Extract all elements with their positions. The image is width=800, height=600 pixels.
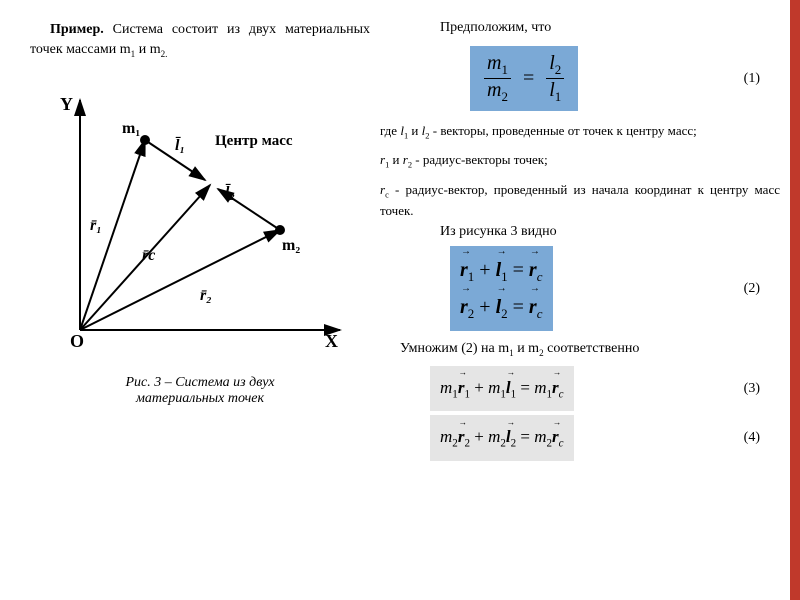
eq1-num-sym: m xyxy=(487,52,501,74)
eq1-rden-sub: 1 xyxy=(555,89,562,104)
eq4-number: (4) xyxy=(744,430,760,446)
figure-container: O X Y m₁ m₂ l̄₁ l̄₂ r̄₁ r̄₂ r̄c Центр ма… xyxy=(30,85,370,407)
desc-r: r1 и r2 - радиус-векторы точек; xyxy=(380,150,780,171)
see-fig-text: Из рисунка 3 видно xyxy=(440,224,780,240)
eq1-den-sym: m xyxy=(487,79,501,101)
mt-c: соответственно xyxy=(544,341,640,356)
center-label: Центр масс xyxy=(215,133,293,149)
desc-l: где l1 и l2 - векторы, проведенные от то… xyxy=(380,121,780,142)
eq1-rnum-sub: 2 xyxy=(555,62,562,77)
d-l-a: где xyxy=(380,123,400,138)
left-column: Пример. Система состоит из двух материал… xyxy=(30,20,370,407)
caption-line-1: Рис. 3 – Система из двух xyxy=(30,375,370,391)
intro-text-2: и m xyxy=(135,42,160,57)
equation-3-row: m1r1 + m1l1 = m1rc (3) xyxy=(420,366,780,411)
desc-rc: rc - радиус-вектор, проведенный из начал… xyxy=(380,180,780,221)
equation-1-row: m1 m2 = l2 l1 (1) xyxy=(420,46,780,111)
eq1-number: (1) xyxy=(744,71,760,87)
origin-label: O xyxy=(70,331,84,351)
l2-label: l̄₂ xyxy=(225,182,235,201)
intro-paragraph: Пример. Система состоит из двух материал… xyxy=(30,20,370,60)
multiply-text: Умножим (2) на m1 и m2 соответственно xyxy=(400,341,780,358)
m2-label: m₂ xyxy=(282,237,300,254)
accent-bar xyxy=(790,0,800,600)
l1-label: l̄₁ xyxy=(175,135,185,154)
eq2-number: (2) xyxy=(744,281,760,297)
mt-a: Умножим (2) на m xyxy=(400,341,509,356)
assume-text: Предположим, что xyxy=(440,20,780,36)
intro-bold: Пример. xyxy=(50,22,104,37)
equation-3: m1r1 + m1l1 = m1rc xyxy=(430,366,574,411)
d-rc-b: - радиус-вектор, проведенный из начала к… xyxy=(380,182,780,218)
x-axis-label: X xyxy=(325,331,338,351)
m1-label: m₁ xyxy=(122,120,140,137)
equation-4: m2r2 + m2l2 = m2rc xyxy=(430,415,574,460)
y-axis-label: Y xyxy=(60,94,73,114)
mt-b: и m xyxy=(514,341,539,356)
r2-label: r̄₂ xyxy=(200,287,212,304)
figure-caption: Рис. 3 – Система из двух материальных то… xyxy=(30,375,370,407)
vector-diagram: O X Y m₁ m₂ l̄₁ l̄₂ r̄₁ r̄₂ r̄c Центр ма… xyxy=(50,85,350,360)
d-r-d: - радиус-векторы точек; xyxy=(412,152,548,167)
eq1-den-sub: 2 xyxy=(501,89,508,104)
r1-label: r̄₁ xyxy=(90,217,102,234)
intro-sub2: 2. xyxy=(161,48,168,58)
d-l-c: и xyxy=(408,123,421,138)
eq3-number: (3) xyxy=(744,381,760,397)
right-column: Предположим, что m1 m2 = l2 l1 (1) где l… xyxy=(380,20,780,471)
d-r-b: и xyxy=(389,152,402,167)
caption-line-2: материальных точек xyxy=(30,391,370,407)
rc-label: r̄c xyxy=(142,247,155,264)
equation-4-row: m2r2 + m2l2 = m2rc (4) xyxy=(420,415,780,460)
eq1-num-sub: 1 xyxy=(501,62,508,77)
equation-2-row: r1 + l1 = rc r2 + l2 = rc (2) xyxy=(420,246,780,331)
equation-1: m1 m2 = l2 l1 xyxy=(470,46,578,111)
d-l-e: - векторы, проведенные от точек к центру… xyxy=(429,123,696,138)
equation-2: r1 + l1 = rc r2 + l2 = rc xyxy=(450,246,553,331)
